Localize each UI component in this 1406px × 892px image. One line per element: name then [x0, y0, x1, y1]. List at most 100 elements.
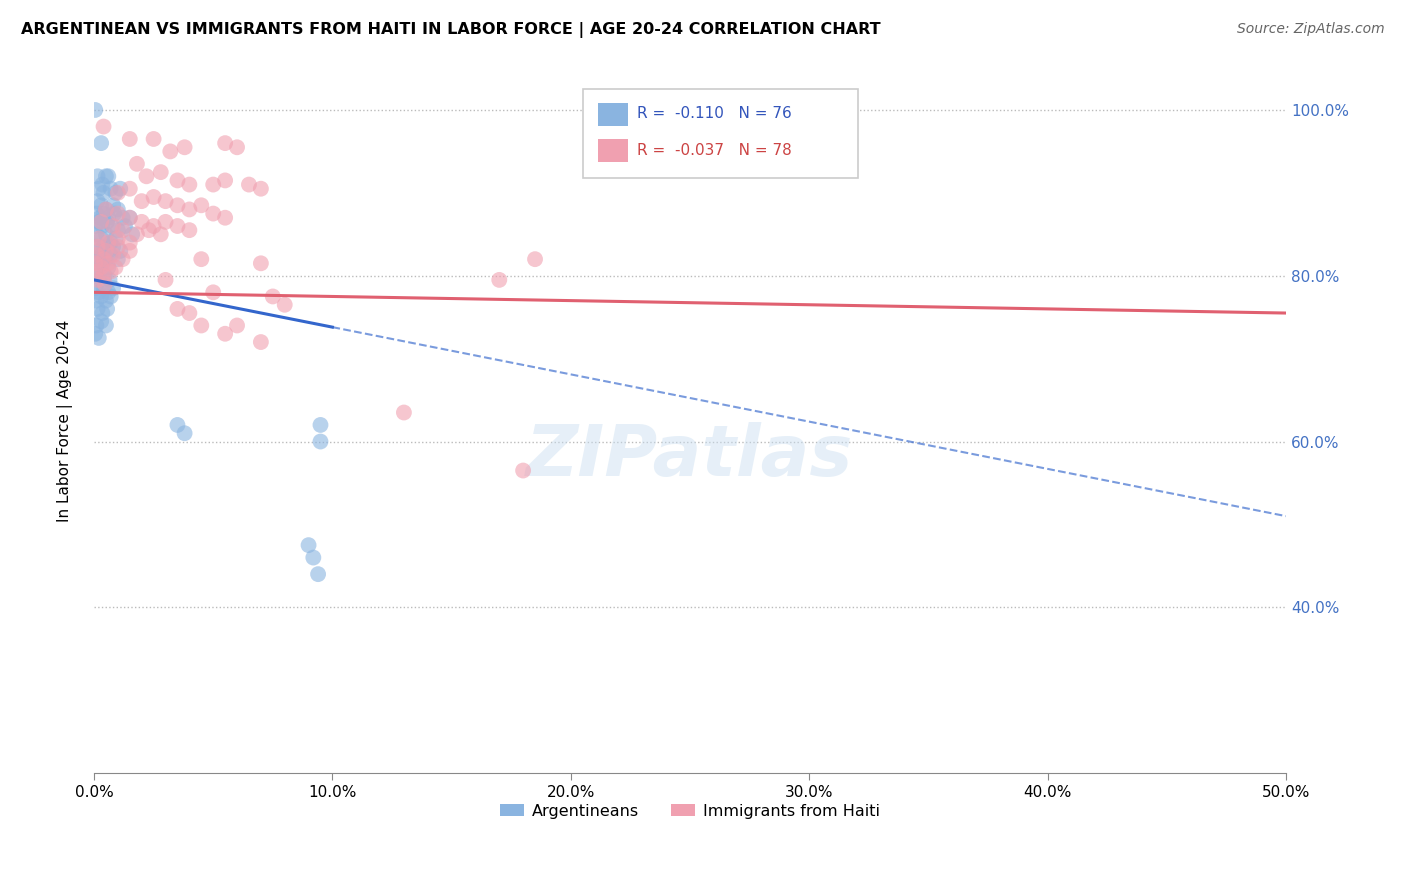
Point	[90, 198, 112, 212]
Point	[107, 186, 129, 200]
Legend: Argentineans, Immigrants from Haiti: Argentineans, Immigrants from Haiti	[494, 797, 886, 825]
Point	[524, 252, 547, 267]
Point	[101, 219, 124, 233]
Point	[97, 169, 120, 184]
Point	[97, 244, 120, 258]
Point	[138, 223, 160, 237]
Point	[91, 256, 114, 270]
Point	[392, 405, 415, 419]
Point	[90, 215, 112, 229]
Point	[131, 194, 153, 208]
Text: R =  -0.037   N = 78: R = -0.037 N = 78	[637, 144, 792, 158]
Point	[94, 244, 117, 258]
Point	[87, 182, 110, 196]
Point	[104, 231, 127, 245]
Point	[297, 538, 319, 552]
Point	[142, 132, 165, 146]
Point	[93, 120, 115, 134]
Point	[166, 417, 188, 432]
Point	[84, 281, 107, 295]
Point	[118, 211, 141, 225]
Point	[226, 140, 249, 154]
Point	[91, 178, 114, 192]
Point	[89, 211, 111, 225]
Point	[104, 260, 127, 275]
Point	[262, 289, 284, 303]
Point	[93, 268, 115, 283]
Point	[93, 206, 115, 220]
Point	[179, 306, 201, 320]
Point	[166, 198, 188, 212]
Point	[101, 281, 124, 295]
Point	[250, 182, 273, 196]
Point	[86, 273, 108, 287]
Point	[87, 215, 110, 229]
Point	[84, 240, 107, 254]
Point	[86, 248, 108, 262]
Point	[90, 248, 112, 262]
Point	[107, 240, 129, 254]
Point	[173, 426, 195, 441]
Point	[93, 240, 115, 254]
Point	[101, 240, 124, 254]
Point	[87, 231, 110, 245]
Point	[86, 301, 108, 316]
Point	[118, 182, 141, 196]
Point	[94, 202, 117, 217]
Point	[110, 244, 132, 258]
Point	[100, 248, 122, 262]
Point	[107, 206, 129, 220]
Point	[93, 277, 115, 291]
Point	[100, 182, 122, 196]
Point	[94, 293, 117, 308]
Point	[155, 215, 177, 229]
Point	[159, 145, 181, 159]
Point	[93, 252, 115, 267]
Point	[125, 157, 148, 171]
Point	[100, 235, 122, 250]
Point	[110, 182, 132, 196]
Point	[93, 281, 115, 295]
Point	[135, 169, 157, 184]
Point	[100, 289, 122, 303]
Point	[84, 256, 107, 270]
Point	[103, 206, 125, 220]
Point	[179, 223, 201, 237]
Y-axis label: In Labor Force | Age 20-24: In Labor Force | Age 20-24	[58, 319, 73, 522]
Point	[90, 314, 112, 328]
Point	[190, 252, 212, 267]
Point	[104, 186, 127, 200]
Point	[96, 215, 118, 229]
Point	[90, 136, 112, 150]
Point	[142, 219, 165, 233]
Point	[97, 285, 120, 300]
Point	[250, 256, 273, 270]
Point	[202, 206, 225, 220]
Point	[309, 434, 332, 449]
Point	[214, 326, 236, 341]
Point	[190, 198, 212, 212]
Point	[155, 273, 177, 287]
Point	[118, 235, 141, 250]
Point	[142, 190, 165, 204]
Point	[111, 252, 134, 267]
Point	[131, 215, 153, 229]
Point	[94, 169, 117, 184]
Point	[86, 293, 108, 308]
Point	[226, 318, 249, 333]
Point	[118, 132, 141, 146]
Point	[101, 219, 124, 233]
Point	[173, 140, 195, 154]
Point	[94, 202, 117, 217]
Point	[307, 567, 329, 582]
Point	[107, 231, 129, 245]
Point	[202, 178, 225, 192]
Point	[166, 301, 188, 316]
Point	[302, 550, 325, 565]
Point	[101, 248, 124, 262]
Point	[118, 211, 141, 225]
Point	[86, 318, 108, 333]
Point	[91, 219, 114, 233]
Point	[202, 285, 225, 300]
Point	[111, 211, 134, 225]
